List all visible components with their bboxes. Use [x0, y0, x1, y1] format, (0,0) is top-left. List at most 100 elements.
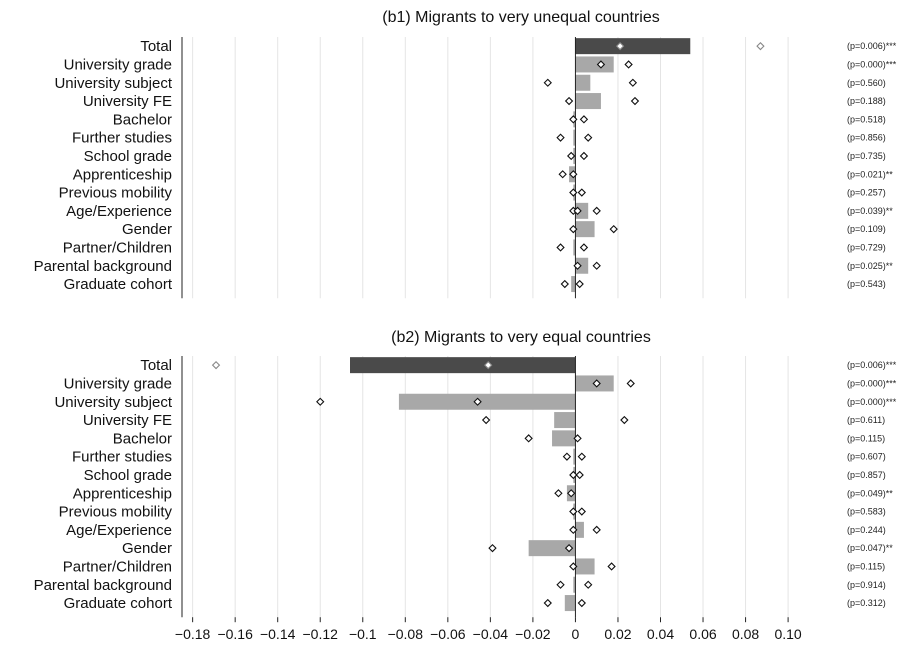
marker-center [569, 562, 578, 571]
marker-center [567, 489, 576, 498]
category-label: Total [140, 38, 172, 55]
p-value-label: (p=0.518) [847, 114, 886, 124]
marker-low [488, 543, 497, 553]
marker-center [473, 397, 482, 406]
marker-center [564, 543, 574, 553]
bar [575, 56, 614, 73]
marker-low [524, 434, 533, 443]
category-label: Apprenticeship [73, 485, 172, 502]
p-value-label: (p=0.257) [847, 188, 886, 198]
bar [575, 221, 595, 238]
marker-low [556, 580, 565, 589]
marker-center [596, 60, 606, 69]
x-tick-label: −0.12 [303, 626, 339, 642]
p-value-label: (p=0.000)*** [847, 378, 897, 388]
marker-high [592, 261, 601, 270]
x-tick-label: 0.02 [604, 626, 631, 642]
bar [575, 521, 584, 538]
category-label: University subject [54, 75, 172, 92]
marker-center [615, 41, 625, 51]
category-label: Parental background [34, 577, 172, 594]
p-value-label: (p=0.000)*** [847, 397, 897, 407]
category-label: Graduate cohort [64, 595, 173, 612]
marker-center [569, 224, 578, 234]
category-label: Previous mobility [59, 185, 173, 202]
marker-low [562, 452, 572, 461]
category-label: Age/Experience [66, 522, 172, 539]
marker-low [567, 151, 576, 161]
marker-high [577, 452, 586, 461]
p-value-label: (p=0.049)** [847, 488, 893, 498]
x-tick-label: −0.18 [175, 626, 211, 642]
category-label: Gender [122, 540, 172, 557]
x-tick-label: −0.16 [217, 626, 253, 642]
category-label: Partner/Children [63, 239, 172, 256]
marker-high [584, 580, 593, 589]
p-value-label: (p=0.115) [847, 433, 885, 443]
p-value-label: (p=0.188) [847, 96, 886, 106]
bar [575, 257, 589, 274]
x-tick-label: 0.08 [732, 626, 759, 642]
marker-low [556, 243, 565, 252]
bar [571, 276, 576, 293]
category-label: University FE [83, 412, 172, 429]
p-value-label: (p=0.607) [847, 452, 886, 462]
bar [528, 540, 576, 557]
category-label: School grade [84, 148, 172, 165]
p-value-label: (p=0.109) [847, 224, 886, 234]
x-tick-label: 0.06 [689, 626, 716, 642]
x-tick-label: −0.14 [260, 626, 296, 642]
p-value-label: (p=0.006)*** [847, 360, 897, 370]
marker-low [560, 279, 569, 289]
x-tick-label: −0.04 [473, 626, 509, 642]
marker-high [592, 525, 601, 535]
category-label: Bachelor [113, 430, 172, 447]
bar [573, 576, 576, 593]
p-value-label: (p=0.047)** [847, 543, 893, 553]
marker-high [607, 562, 616, 571]
marker-high [609, 224, 618, 234]
marker-high [575, 470, 584, 480]
category-label: Parental background [34, 258, 172, 275]
marker-high [577, 188, 586, 197]
category-label: Graduate cohort [64, 276, 173, 293]
x-tick-label: −0.06 [430, 626, 466, 642]
category-label: Partner/Children [63, 558, 172, 575]
marker-low [569, 188, 578, 197]
marker-high [579, 115, 589, 124]
bar [575, 38, 691, 55]
marker-high [626, 379, 635, 388]
bar [575, 202, 589, 219]
p-value-label: (p=0.000)*** [847, 59, 897, 69]
p-value-label: (p=0.735) [847, 151, 886, 161]
marker-high [624, 60, 633, 69]
marker-high [579, 151, 589, 161]
marker-low [481, 415, 491, 425]
p-value-label: (p=0.244) [847, 525, 886, 535]
category-label: Apprenticeship [73, 166, 172, 183]
bar [575, 74, 591, 91]
p-value-label: (p=0.729) [847, 242, 886, 252]
marker-center [592, 379, 601, 388]
bar [575, 93, 601, 110]
p-value-label: (p=0.583) [847, 507, 886, 517]
marker-center [573, 206, 582, 216]
p-value-label: (p=0.115) [847, 561, 885, 571]
marker-high [620, 415, 629, 425]
p-value-label: (p=0.543) [847, 279, 886, 289]
p-value-label: (p=0.025)** [847, 261, 893, 271]
category-label: Previous mobility [59, 504, 173, 521]
category-label: Age/Experience [66, 203, 172, 220]
category-label: School grade [84, 467, 172, 484]
bar [350, 357, 576, 374]
marker-low [558, 170, 567, 179]
marker-high [756, 41, 765, 51]
marker-high [579, 243, 589, 252]
marker-high [573, 434, 582, 443]
panel-title-2: (b2) Migrants to very equal countries [391, 329, 651, 346]
bar [575, 558, 595, 575]
p-value-label: (p=0.021)** [847, 169, 893, 179]
marker-low [556, 133, 565, 142]
category-label: University grade [64, 56, 172, 73]
